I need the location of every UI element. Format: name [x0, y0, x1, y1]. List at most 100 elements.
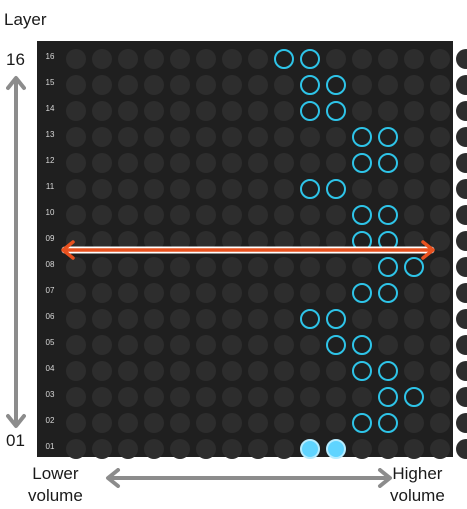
grid-cell[interactable]	[222, 361, 242, 381]
grid-cell[interactable]	[430, 309, 450, 329]
grid-cell[interactable]	[300, 413, 320, 433]
grid-cell[interactable]	[144, 75, 164, 95]
grid-cell[interactable]	[222, 439, 242, 459]
grid-cell[interactable]	[404, 231, 424, 251]
grid-cell[interactable]	[404, 439, 424, 459]
grid-cell[interactable]	[222, 205, 242, 225]
grid-cell[interactable]	[430, 283, 450, 303]
grid-cell[interactable]	[144, 361, 164, 381]
grid-cell[interactable]	[352, 387, 372, 407]
grid-cell[interactable]	[66, 179, 86, 199]
grid-cell-active[interactable]	[352, 283, 372, 303]
grid-cell[interactable]	[248, 205, 268, 225]
grid-cell[interactable]	[144, 283, 164, 303]
grid-cell-filled[interactable]	[300, 439, 320, 459]
grid-cell[interactable]	[196, 205, 216, 225]
grid-cell[interactable]	[222, 179, 242, 199]
grid-cell[interactable]	[92, 49, 112, 69]
grid-cell-active[interactable]	[326, 335, 346, 355]
grid-cell[interactable]	[170, 205, 190, 225]
grid-cell[interactable]	[222, 283, 242, 303]
grid-cell[interactable]	[66, 127, 86, 147]
grid-cell[interactable]	[222, 231, 242, 251]
grid-cell[interactable]	[456, 179, 467, 199]
grid-cell[interactable]	[196, 49, 216, 69]
grid-cell[interactable]	[378, 49, 398, 69]
grid-cell[interactable]	[222, 153, 242, 173]
grid-cell[interactable]	[144, 413, 164, 433]
grid-cell-active[interactable]	[352, 205, 372, 225]
grid-cell[interactable]	[404, 75, 424, 95]
grid-cell[interactable]	[326, 257, 346, 277]
grid-cell[interactable]	[92, 361, 112, 381]
grid-cell-active[interactable]	[300, 101, 320, 121]
grid-cell[interactable]	[274, 361, 294, 381]
grid-cell[interactable]	[118, 257, 138, 277]
grid-cell[interactable]	[274, 179, 294, 199]
grid-cell[interactable]	[352, 101, 372, 121]
grid-cell-active[interactable]	[326, 309, 346, 329]
grid-cell[interactable]	[248, 283, 268, 303]
grid-cell[interactable]	[274, 231, 294, 251]
grid-cell[interactable]	[248, 231, 268, 251]
grid-cell[interactable]	[66, 101, 86, 121]
grid-cell[interactable]	[404, 49, 424, 69]
grid-cell[interactable]	[404, 283, 424, 303]
grid-cell[interactable]	[92, 335, 112, 355]
grid-cell[interactable]	[274, 439, 294, 459]
grid-cell[interactable]	[456, 335, 467, 355]
grid-cell-filled[interactable]	[326, 439, 346, 459]
grid-cell[interactable]	[170, 101, 190, 121]
grid-cell[interactable]	[222, 75, 242, 95]
grid-cell[interactable]	[300, 283, 320, 303]
grid-cell[interactable]	[274, 153, 294, 173]
grid-cell[interactable]	[326, 49, 346, 69]
grid-cell[interactable]	[430, 49, 450, 69]
grid-cell[interactable]	[118, 75, 138, 95]
grid-cell[interactable]	[248, 179, 268, 199]
grid-cell[interactable]	[378, 335, 398, 355]
grid-cell[interactable]	[144, 49, 164, 69]
grid-cell[interactable]	[66, 361, 86, 381]
grid-cell[interactable]	[352, 439, 372, 459]
grid-cell-active[interactable]	[300, 179, 320, 199]
grid-cell[interactable]	[92, 257, 112, 277]
grid-cell[interactable]	[456, 205, 467, 225]
grid-cell-active[interactable]	[326, 101, 346, 121]
grid-cell[interactable]	[300, 205, 320, 225]
grid-cell[interactable]	[456, 439, 467, 459]
grid-cell-active[interactable]	[300, 309, 320, 329]
grid-cell-active[interactable]	[352, 413, 372, 433]
grid-cell[interactable]	[326, 387, 346, 407]
grid-cell[interactable]	[196, 101, 216, 121]
grid-cell[interactable]	[66, 387, 86, 407]
grid-cell[interactable]	[430, 387, 450, 407]
grid-cell-active[interactable]	[300, 75, 320, 95]
grid-cell[interactable]	[430, 257, 450, 277]
grid-cell[interactable]	[456, 309, 467, 329]
grid-cell-active[interactable]	[378, 153, 398, 173]
grid-cell[interactable]	[118, 413, 138, 433]
grid-cell[interactable]	[66, 335, 86, 355]
grid-cell[interactable]	[248, 361, 268, 381]
grid-cell-active[interactable]	[378, 205, 398, 225]
grid-cell[interactable]	[248, 49, 268, 69]
grid-cell[interactable]	[300, 127, 320, 147]
grid-cell[interactable]	[170, 387, 190, 407]
grid-cell[interactable]	[456, 361, 467, 381]
grid-cell[interactable]	[404, 127, 424, 147]
grid-cell[interactable]	[352, 179, 372, 199]
grid-cell[interactable]	[196, 387, 216, 407]
grid-cell[interactable]	[196, 361, 216, 381]
grid-cell[interactable]	[352, 309, 372, 329]
grid-cell[interactable]	[326, 205, 346, 225]
grid-cell[interactable]	[144, 309, 164, 329]
grid-cell[interactable]	[222, 309, 242, 329]
grid-cell[interactable]	[326, 283, 346, 303]
grid-cell[interactable]	[66, 75, 86, 95]
grid-cell[interactable]	[352, 257, 372, 277]
grid-cell-active[interactable]	[352, 361, 372, 381]
grid-cell[interactable]	[66, 309, 86, 329]
grid-cell[interactable]	[430, 127, 450, 147]
grid-cell[interactable]	[404, 153, 424, 173]
